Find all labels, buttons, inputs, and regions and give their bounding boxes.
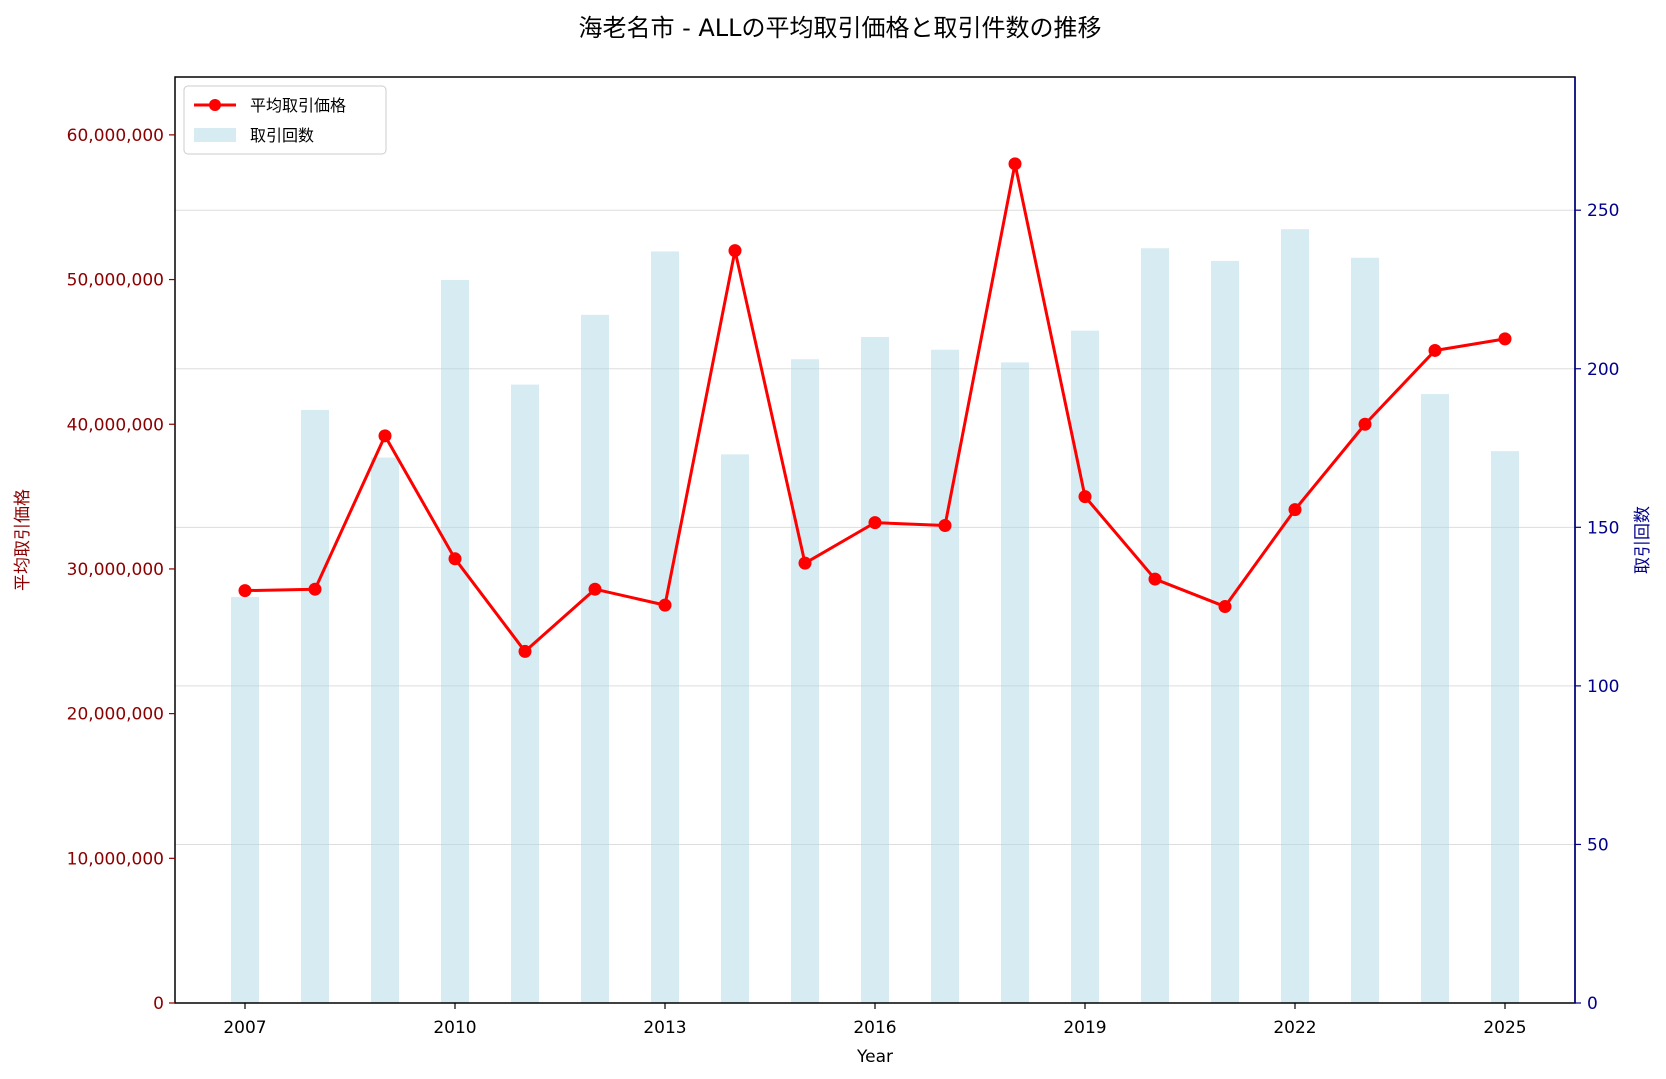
right-tick-label: 200 xyxy=(1587,360,1619,380)
right-tick-label: 100 xyxy=(1587,677,1619,697)
left-tick-label: 20,000,000 xyxy=(67,705,164,725)
right-y-axis: 0 50 100 150 200 250 xyxy=(1574,77,1619,1014)
price-point-2008 xyxy=(308,582,322,596)
bar-2016 xyxy=(861,337,889,1003)
line-series xyxy=(238,157,1512,658)
left-y-axis: 0 10,000,000 20,000,000 30,000,000 40,000,00… xyxy=(67,126,175,1014)
bar-2017 xyxy=(931,349,959,1003)
price-point-2012 xyxy=(588,582,602,596)
chart-title: 海老名市 - ALLの平均取引価格と取引件数の推移 xyxy=(578,14,1101,42)
price-point-2025 xyxy=(1498,332,1512,346)
bar-2020 xyxy=(1141,248,1169,1003)
bar-2022 xyxy=(1281,229,1309,1003)
price-point-2023 xyxy=(1358,417,1372,431)
price-point-2011 xyxy=(518,644,532,658)
right-axis-label: 取引回数 xyxy=(1633,506,1653,574)
left-tick-label: 60,000,000 xyxy=(67,126,164,146)
bar-2010 xyxy=(441,279,469,1004)
legend-label-count: 取引回数 xyxy=(250,126,314,145)
bar-2009 xyxy=(371,457,399,1003)
price-point-2018 xyxy=(1008,157,1022,171)
left-tick-label: 0 xyxy=(153,994,164,1014)
price-point-2007 xyxy=(238,584,252,598)
left-axis-label: 平均取引価格 xyxy=(13,489,33,591)
price-point-2009 xyxy=(378,429,392,443)
x-tick-label: 2010 xyxy=(433,1018,476,1038)
bar-2014 xyxy=(721,454,749,1003)
bar-2024 xyxy=(1421,394,1449,1003)
price-point-2024 xyxy=(1428,343,1442,357)
price-point-2013 xyxy=(658,598,672,612)
price-point-2019 xyxy=(1078,490,1092,504)
price-point-2022 xyxy=(1288,503,1302,517)
bar-2013 xyxy=(651,251,679,1004)
price-point-2014 xyxy=(728,244,742,258)
price-point-2020 xyxy=(1148,572,1162,586)
x-tick-label: 2022 xyxy=(1273,1018,1316,1038)
bar-series xyxy=(231,229,1519,1004)
x-tick-label: 2019 xyxy=(1063,1018,1106,1038)
right-tick-label: 0 xyxy=(1587,994,1598,1014)
bar-2015 xyxy=(791,359,819,1003)
bar-2012 xyxy=(581,314,609,1003)
left-tick-label: 30,000,000 xyxy=(67,560,164,580)
price-point-2021 xyxy=(1218,600,1232,614)
x-tick-label: 2007 xyxy=(223,1018,266,1038)
bar-2019 xyxy=(1071,330,1099,1004)
bar-2021 xyxy=(1211,260,1239,1003)
x-tick-label: 2013 xyxy=(643,1018,686,1038)
bar-2018 xyxy=(1001,362,1029,1003)
price-point-2017 xyxy=(938,519,952,533)
legend-marker-swatch xyxy=(209,99,221,111)
left-tick-label: 40,000,000 xyxy=(67,415,164,435)
left-tick-label: 10,000,000 xyxy=(67,849,164,869)
x-axis: 2007 2010 2013 2016 2019 2022 2025 xyxy=(223,1003,1527,1038)
right-tick-label: 50 xyxy=(1587,835,1609,855)
price-point-2015 xyxy=(798,556,812,570)
bar-2007 xyxy=(231,597,259,1003)
price-point-2016 xyxy=(868,516,882,530)
bar-2008 xyxy=(301,409,329,1003)
left-tick-label: 50,000,000 xyxy=(67,271,164,291)
x-tick-label: 2025 xyxy=(1483,1018,1526,1038)
right-tick-label: 250 xyxy=(1587,201,1619,221)
x-tick-label: 2016 xyxy=(853,1018,896,1038)
legend-label-price: 平均取引価格 xyxy=(250,96,346,115)
legend: 平均取引価格 取引回数 xyxy=(183,85,387,155)
bar-2023 xyxy=(1351,257,1379,1004)
price-point-2010 xyxy=(448,552,462,566)
bar-2011 xyxy=(511,384,539,1003)
right-tick-label: 150 xyxy=(1587,518,1619,538)
legend-bar-swatch xyxy=(194,128,236,142)
x-axis-label: Year xyxy=(856,1047,893,1067)
bar-2025 xyxy=(1491,451,1519,1004)
